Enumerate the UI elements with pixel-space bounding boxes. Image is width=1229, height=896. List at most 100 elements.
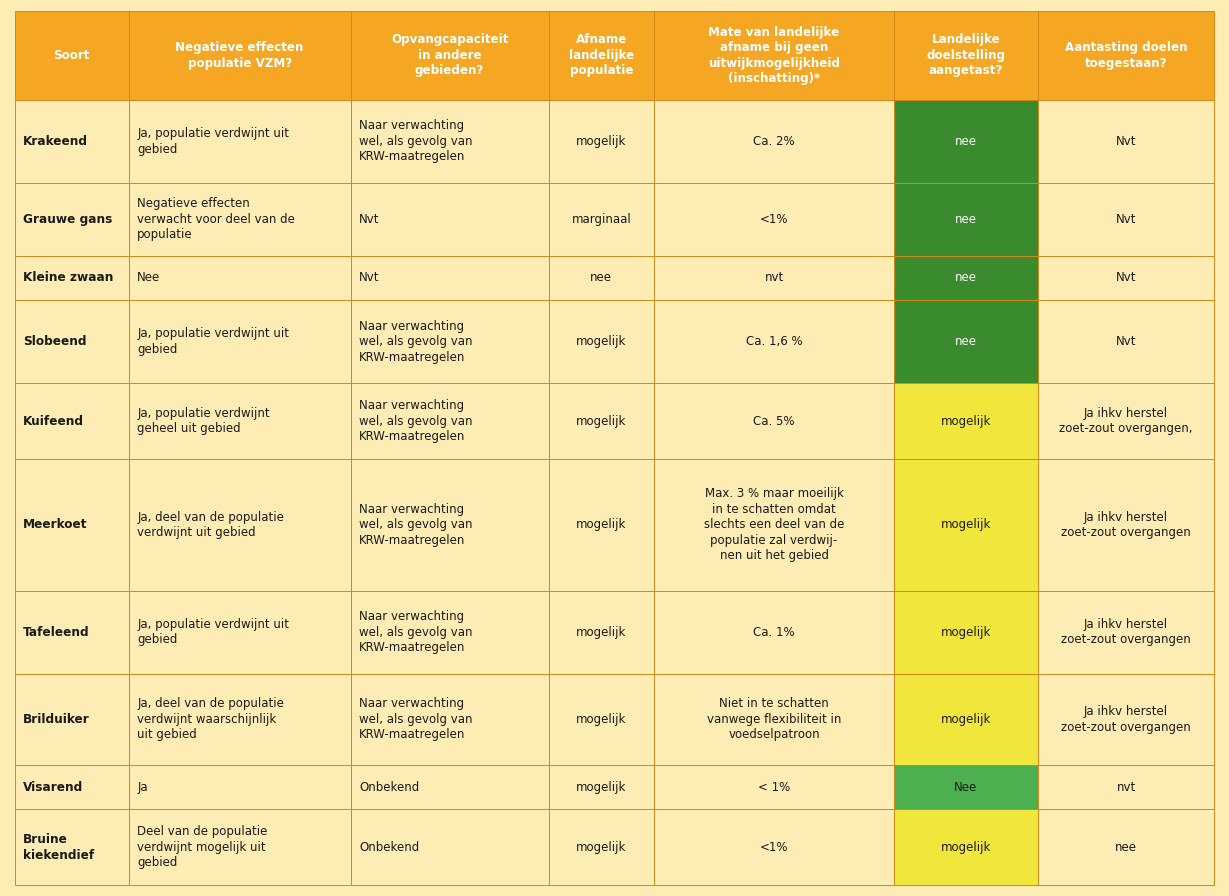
Bar bbox=[350, 255, 548, 300]
Text: Onbekend: Onbekend bbox=[359, 840, 419, 854]
Text: Landelijke
doelstelling
aangetast?: Landelijke doelstelling aangetast? bbox=[927, 33, 1005, 77]
Bar bbox=[15, 765, 129, 809]
Text: <1%: <1% bbox=[760, 212, 788, 226]
Text: nee: nee bbox=[955, 134, 977, 148]
Bar bbox=[548, 674, 654, 765]
Bar bbox=[548, 809, 654, 885]
Bar bbox=[893, 300, 1039, 383]
Text: Soort: Soort bbox=[54, 48, 90, 62]
Bar bbox=[654, 765, 893, 809]
Text: Niet in te schatten
vanwege flexibiliteit in
voedselpatroon: Niet in te schatten vanwege flexibilitei… bbox=[707, 697, 841, 741]
Text: Ja ihkv herstel
zoet-zout overgangen: Ja ihkv herstel zoet-zout overgangen bbox=[1061, 705, 1191, 734]
Text: mogelijk: mogelijk bbox=[576, 712, 627, 726]
Bar bbox=[129, 765, 350, 809]
Bar bbox=[129, 183, 350, 255]
Bar bbox=[893, 765, 1039, 809]
Bar bbox=[129, 590, 350, 674]
Text: Bruine
kiekendief: Bruine kiekendief bbox=[23, 833, 95, 862]
Text: mogelijk: mogelijk bbox=[576, 134, 627, 148]
Bar bbox=[654, 99, 893, 183]
Bar bbox=[350, 765, 548, 809]
Bar bbox=[548, 590, 654, 674]
Bar bbox=[893, 459, 1039, 590]
Text: <1%: <1% bbox=[760, 840, 788, 854]
Bar bbox=[893, 383, 1039, 459]
Text: Naar verwachting
wel, als gevolg van
KRW-maatregelen: Naar verwachting wel, als gevolg van KRW… bbox=[359, 400, 473, 444]
Text: mogelijk: mogelijk bbox=[940, 840, 991, 854]
Text: Aantasting doelen
toegestaan?: Aantasting doelen toegestaan? bbox=[1064, 41, 1187, 70]
Bar bbox=[350, 674, 548, 765]
Bar bbox=[548, 99, 654, 183]
Bar bbox=[15, 809, 129, 885]
Text: nvt: nvt bbox=[1116, 780, 1136, 794]
Bar bbox=[350, 809, 548, 885]
Bar bbox=[893, 255, 1039, 300]
Text: Ja ihkv herstel
zoet-zout overgangen: Ja ihkv herstel zoet-zout overgangen bbox=[1061, 618, 1191, 646]
Text: Naar verwachting
wel, als gevolg van
KRW-maatregelen: Naar verwachting wel, als gevolg van KRW… bbox=[359, 503, 473, 547]
Text: Ja, populatie verdwijnt uit
gebied: Ja, populatie verdwijnt uit gebied bbox=[138, 327, 289, 356]
Text: Nee: Nee bbox=[138, 271, 161, 284]
Bar bbox=[15, 459, 129, 590]
Text: Opvangcapaciteit
in andere
gebieden?: Opvangcapaciteit in andere gebieden? bbox=[391, 33, 509, 77]
Bar bbox=[15, 300, 129, 383]
Bar bbox=[654, 183, 893, 255]
Bar bbox=[15, 11, 129, 99]
Text: Naar verwachting
wel, als gevolg van
KRW-maatregelen: Naar verwachting wel, als gevolg van KRW… bbox=[359, 320, 473, 364]
Bar bbox=[1039, 300, 1214, 383]
Bar bbox=[129, 255, 350, 300]
Text: Nvt: Nvt bbox=[359, 212, 380, 226]
Bar bbox=[893, 183, 1039, 255]
Text: mogelijk: mogelijk bbox=[940, 625, 991, 639]
Text: mogelijk: mogelijk bbox=[576, 840, 627, 854]
Bar bbox=[350, 459, 548, 590]
Text: Afname
landelijke
populatie: Afname landelijke populatie bbox=[569, 33, 634, 77]
Text: Ja, deel van de populatie
verdwijnt uit gebied: Ja, deel van de populatie verdwijnt uit … bbox=[138, 511, 284, 539]
Bar bbox=[1039, 183, 1214, 255]
Bar bbox=[129, 459, 350, 590]
Bar bbox=[1039, 383, 1214, 459]
Bar bbox=[350, 183, 548, 255]
Bar bbox=[893, 674, 1039, 765]
Text: Onbekend: Onbekend bbox=[359, 780, 419, 794]
Text: Tafeleend: Tafeleend bbox=[23, 625, 90, 639]
Bar bbox=[654, 255, 893, 300]
Text: Ja ihkv herstel
zoet-zout overgangen,: Ja ihkv herstel zoet-zout overgangen, bbox=[1059, 407, 1193, 435]
Bar bbox=[893, 11, 1039, 99]
Text: nee: nee bbox=[955, 271, 977, 284]
Bar bbox=[1039, 809, 1214, 885]
Text: Nvt: Nvt bbox=[1116, 212, 1137, 226]
Text: mogelijk: mogelijk bbox=[576, 415, 627, 427]
Bar bbox=[548, 11, 654, 99]
Bar bbox=[350, 300, 548, 383]
Text: Nvt: Nvt bbox=[1116, 271, 1137, 284]
Bar bbox=[654, 383, 893, 459]
Bar bbox=[129, 11, 350, 99]
Bar bbox=[548, 459, 654, 590]
Text: Naar verwachting
wel, als gevolg van
KRW-maatregelen: Naar verwachting wel, als gevolg van KRW… bbox=[359, 610, 473, 654]
Bar bbox=[548, 183, 654, 255]
Bar bbox=[129, 809, 350, 885]
Bar bbox=[1039, 674, 1214, 765]
Text: nee: nee bbox=[590, 271, 612, 284]
Text: Ca. 5%: Ca. 5% bbox=[753, 415, 795, 427]
Bar bbox=[548, 383, 654, 459]
Text: mogelijk: mogelijk bbox=[940, 415, 991, 427]
Text: mogelijk: mogelijk bbox=[940, 712, 991, 726]
Bar bbox=[129, 383, 350, 459]
Text: Ca. 1,6 %: Ca. 1,6 % bbox=[746, 335, 803, 349]
Text: Max. 3 % maar moeilijk
in te schatten omdat
slechts een deel van de
populatie za: Max. 3 % maar moeilijk in te schatten om… bbox=[704, 487, 844, 563]
Bar bbox=[15, 674, 129, 765]
Text: Meerkoet: Meerkoet bbox=[23, 519, 87, 531]
Bar bbox=[654, 459, 893, 590]
Text: Ca. 2%: Ca. 2% bbox=[753, 134, 795, 148]
Text: Slobeend: Slobeend bbox=[23, 335, 87, 349]
Bar bbox=[654, 300, 893, 383]
Text: nee: nee bbox=[955, 335, 977, 349]
Text: < 1%: < 1% bbox=[758, 780, 790, 794]
Text: mogelijk: mogelijk bbox=[576, 335, 627, 349]
Text: Krakeend: Krakeend bbox=[23, 134, 88, 148]
Bar bbox=[654, 674, 893, 765]
Text: Ja, deel van de populatie
verdwijnt waarschijnlijk
uit gebied: Ja, deel van de populatie verdwijnt waar… bbox=[138, 697, 284, 741]
Bar bbox=[350, 11, 548, 99]
Bar bbox=[548, 300, 654, 383]
